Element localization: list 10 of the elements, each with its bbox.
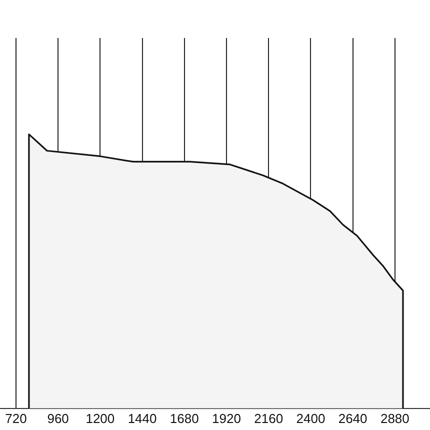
x-tick-label: 2160 (254, 410, 284, 426)
x-tick-label: 1680 (170, 410, 199, 426)
x-tick-label: 1920 (212, 410, 241, 426)
x-tick-label: 720 (5, 410, 27, 426)
x-tick-label: 960 (47, 410, 69, 426)
x-tick-label: 2640 (338, 410, 368, 426)
x-tick-label: 2880 (380, 410, 410, 426)
x-tick-label: 1440 (128, 410, 157, 426)
x-tick-label: 2400 (296, 410, 326, 426)
x-tick-label: 1200 (86, 410, 115, 426)
